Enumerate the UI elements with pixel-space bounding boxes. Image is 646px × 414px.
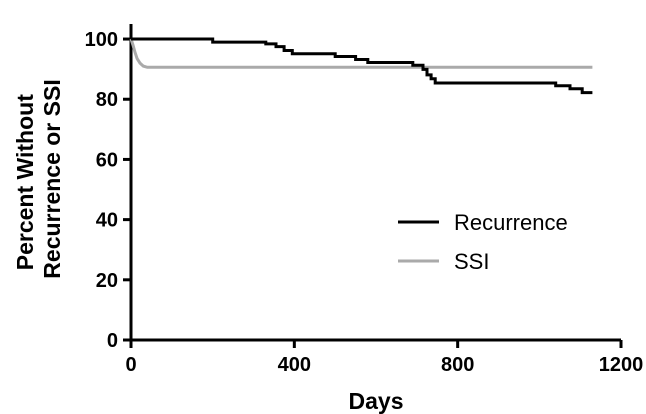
y-ticks: 0 20 40 60 80 100 bbox=[85, 29, 131, 352]
y-tick-label: 0 bbox=[107, 330, 118, 352]
x-tick-label: 1200 bbox=[599, 354, 644, 376]
axes bbox=[129, 24, 621, 342]
y-axis-title-line-2: Recurrence or SSI bbox=[39, 79, 65, 278]
legend-label-recurrence: Recurrence bbox=[454, 210, 568, 235]
y-tick-label: 60 bbox=[96, 149, 118, 171]
x-ticks: 0 400 800 1200 bbox=[125, 340, 643, 376]
x-axis-title: Days bbox=[349, 388, 404, 414]
x-tick-label: 0 bbox=[125, 354, 136, 376]
y-tick-label: 40 bbox=[96, 210, 118, 232]
series-line-ssi bbox=[129, 38, 593, 69]
y-axis-title-line-1: Percent Without bbox=[12, 94, 38, 270]
series-line-recurrence bbox=[131, 37, 593, 95]
series-layer bbox=[129, 37, 593, 95]
x-tick-label: 800 bbox=[441, 354, 474, 376]
x-tick-label: 400 bbox=[278, 354, 311, 376]
y-tick-label: 20 bbox=[96, 270, 118, 292]
y-tick-label: 80 bbox=[96, 89, 118, 111]
y-tick-label: 100 bbox=[85, 29, 118, 51]
y-axis-title: Percent Without Recurrence or SSI bbox=[12, 79, 65, 278]
legend-label-ssi: SSI bbox=[454, 249, 489, 274]
legend: Recurrence SSI bbox=[398, 210, 568, 274]
